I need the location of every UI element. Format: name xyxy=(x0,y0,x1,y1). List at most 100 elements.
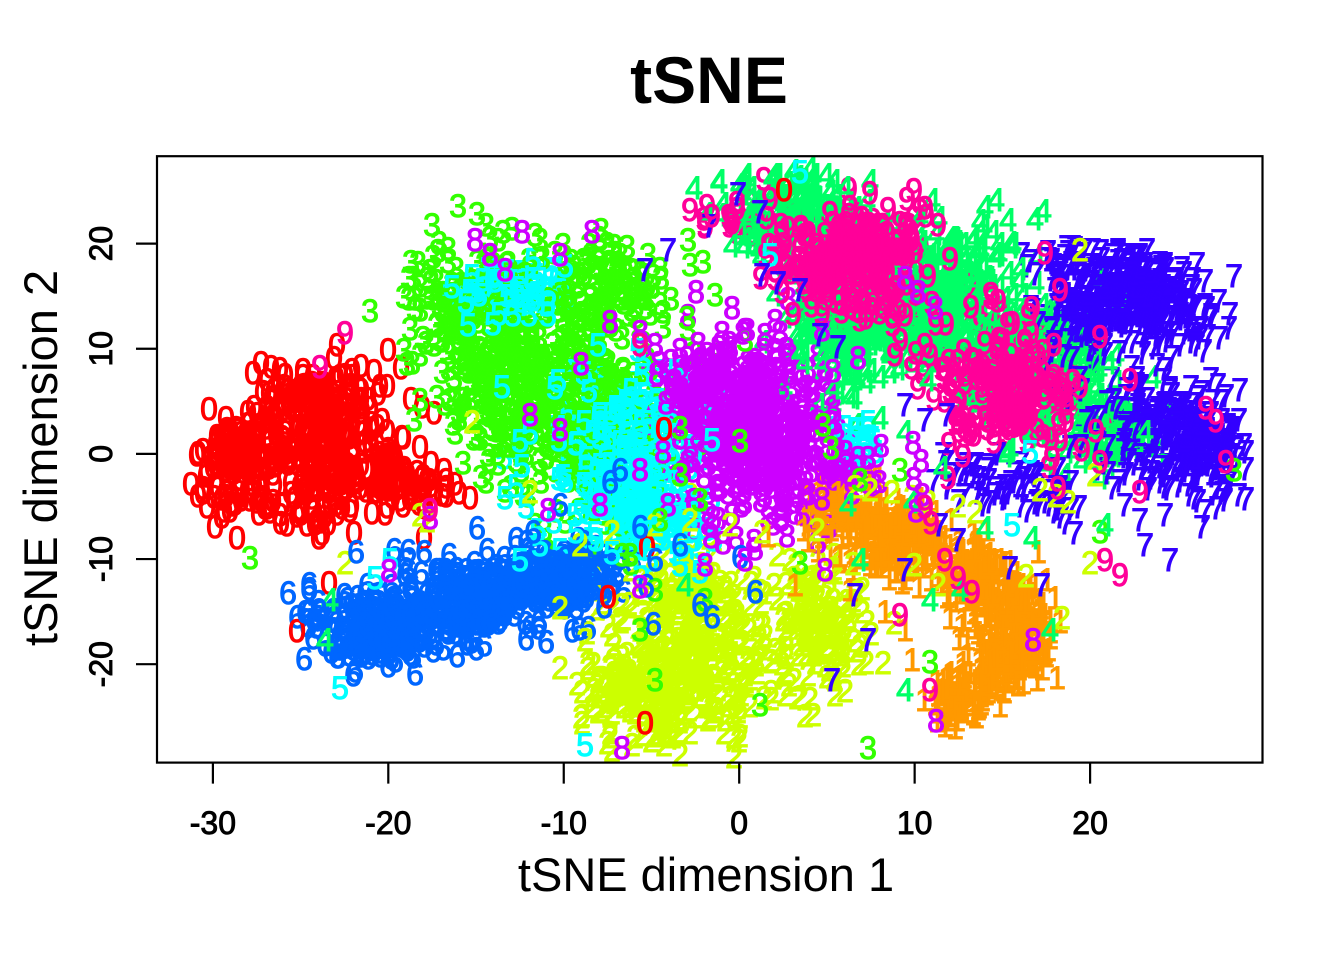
svg-text:0: 0 xyxy=(322,442,340,478)
svg-text:0: 0 xyxy=(303,438,321,474)
svg-text:0: 0 xyxy=(286,480,304,516)
svg-text:0: 0 xyxy=(265,372,283,408)
svg-text:0: 0 xyxy=(248,396,266,432)
svg-text:0: 0 xyxy=(257,410,275,446)
svg-text:0: 0 xyxy=(339,398,357,434)
svg-text:0: 0 xyxy=(368,474,386,510)
svg-text:3: 3 xyxy=(421,253,439,289)
svg-text:0: 0 xyxy=(224,487,242,523)
svg-text:0: 0 xyxy=(216,427,234,463)
svg-text:0: 0 xyxy=(277,405,295,441)
svg-text:2: 2 xyxy=(723,695,741,731)
svg-text:0: 0 xyxy=(305,425,323,461)
svg-text:0: 0 xyxy=(317,375,335,411)
svg-text:0: 0 xyxy=(301,445,319,481)
svg-text:0: 0 xyxy=(295,383,313,419)
svg-text:0: 0 xyxy=(308,416,326,452)
svg-text:0: 0 xyxy=(315,499,333,535)
svg-text:0: 0 xyxy=(339,387,357,423)
svg-text:0: 0 xyxy=(266,435,284,471)
svg-text:0: 0 xyxy=(311,404,329,440)
svg-text:0: 0 xyxy=(386,461,404,497)
svg-text:0: 0 xyxy=(236,417,254,453)
svg-text:0: 0 xyxy=(301,448,319,484)
svg-text:0: 0 xyxy=(422,468,440,504)
svg-text:0: 0 xyxy=(301,385,319,421)
svg-text:0: 0 xyxy=(379,472,397,508)
svg-text:1: 1 xyxy=(997,587,1015,623)
svg-text:0: 0 xyxy=(321,385,339,421)
svg-text:0: 0 xyxy=(244,444,262,480)
svg-text:0: 0 xyxy=(345,515,363,551)
svg-text:0: 0 xyxy=(332,445,350,481)
svg-text:0: 0 xyxy=(357,473,375,509)
svg-text:0: 0 xyxy=(313,516,331,552)
svg-text:3: 3 xyxy=(449,188,467,224)
svg-text:0: 0 xyxy=(342,369,360,405)
svg-text:0: 0 xyxy=(315,366,333,402)
svg-text:2: 2 xyxy=(668,615,686,651)
svg-text:1: 1 xyxy=(950,661,968,697)
svg-text:0: 0 xyxy=(294,358,312,394)
svg-text:0: 0 xyxy=(381,467,399,503)
svg-text:0: 0 xyxy=(294,457,312,493)
svg-text:1: 1 xyxy=(1001,637,1019,673)
svg-text:0: 0 xyxy=(219,461,237,497)
svg-text:0: 0 xyxy=(372,447,390,483)
svg-text:0: 0 xyxy=(446,466,464,502)
svg-text:0: 0 xyxy=(327,440,345,476)
svg-text:0: 0 xyxy=(316,422,334,458)
svg-text:0: 0 xyxy=(260,450,278,486)
svg-text:0: 0 xyxy=(265,467,283,503)
svg-text:0: 0 xyxy=(311,504,329,540)
svg-text:0: 0 xyxy=(370,435,388,471)
svg-text:0: 0 xyxy=(316,442,334,478)
svg-text:0: 0 xyxy=(262,383,280,419)
svg-text:0: 0 xyxy=(296,470,314,506)
svg-text:0: 0 xyxy=(240,406,258,442)
svg-text:0: 0 xyxy=(391,460,409,496)
svg-text:3: 3 xyxy=(403,345,421,381)
svg-text:7: 7 xyxy=(1193,509,1211,545)
svg-text:0: 0 xyxy=(239,448,257,484)
svg-text:0: 0 xyxy=(356,434,374,470)
svg-text:1: 1 xyxy=(982,666,1000,702)
svg-text:0: 0 xyxy=(232,466,250,502)
svg-text:3: 3 xyxy=(662,281,680,317)
svg-text:0: 0 xyxy=(351,470,369,506)
svg-text:0: 0 xyxy=(369,376,387,412)
svg-text:0: 0 xyxy=(378,458,396,494)
svg-text:0: 0 xyxy=(276,436,294,472)
svg-text:0: 0 xyxy=(239,440,257,476)
svg-text:2: 2 xyxy=(776,657,794,693)
svg-text:2: 2 xyxy=(808,512,826,548)
svg-text:0: 0 xyxy=(252,479,270,515)
svg-text:0: 0 xyxy=(422,445,440,481)
svg-text:0: 0 xyxy=(280,440,298,476)
svg-text:0: 0 xyxy=(393,450,411,486)
svg-text:0: 0 xyxy=(297,430,315,466)
svg-text:0: 0 xyxy=(247,450,265,486)
svg-text:1: 1 xyxy=(980,598,998,634)
svg-text:0: 0 xyxy=(312,377,330,413)
svg-text:2: 2 xyxy=(802,592,820,628)
svg-text:0: 0 xyxy=(323,436,341,472)
svg-text:0: 0 xyxy=(374,445,392,481)
svg-text:0: 0 xyxy=(246,430,264,466)
svg-text:0: 0 xyxy=(245,437,263,473)
svg-text:0: 0 xyxy=(273,487,291,523)
svg-text:0: 0 xyxy=(333,481,351,517)
svg-text:0: 0 xyxy=(221,493,239,529)
svg-text:0: 0 xyxy=(402,471,420,507)
svg-text:0: 0 xyxy=(317,444,335,480)
svg-text:0: 0 xyxy=(299,384,317,420)
svg-text:0: 0 xyxy=(318,405,336,441)
svg-text:3: 3 xyxy=(460,354,478,390)
svg-text:0: 0 xyxy=(218,411,236,447)
svg-text:0: 0 xyxy=(285,393,303,429)
svg-text:0: 0 xyxy=(373,402,391,438)
svg-text:0: 0 xyxy=(267,417,285,453)
svg-text:2: 2 xyxy=(833,626,851,662)
svg-text:0: 0 xyxy=(258,362,276,398)
svg-text:0: 0 xyxy=(282,475,300,511)
